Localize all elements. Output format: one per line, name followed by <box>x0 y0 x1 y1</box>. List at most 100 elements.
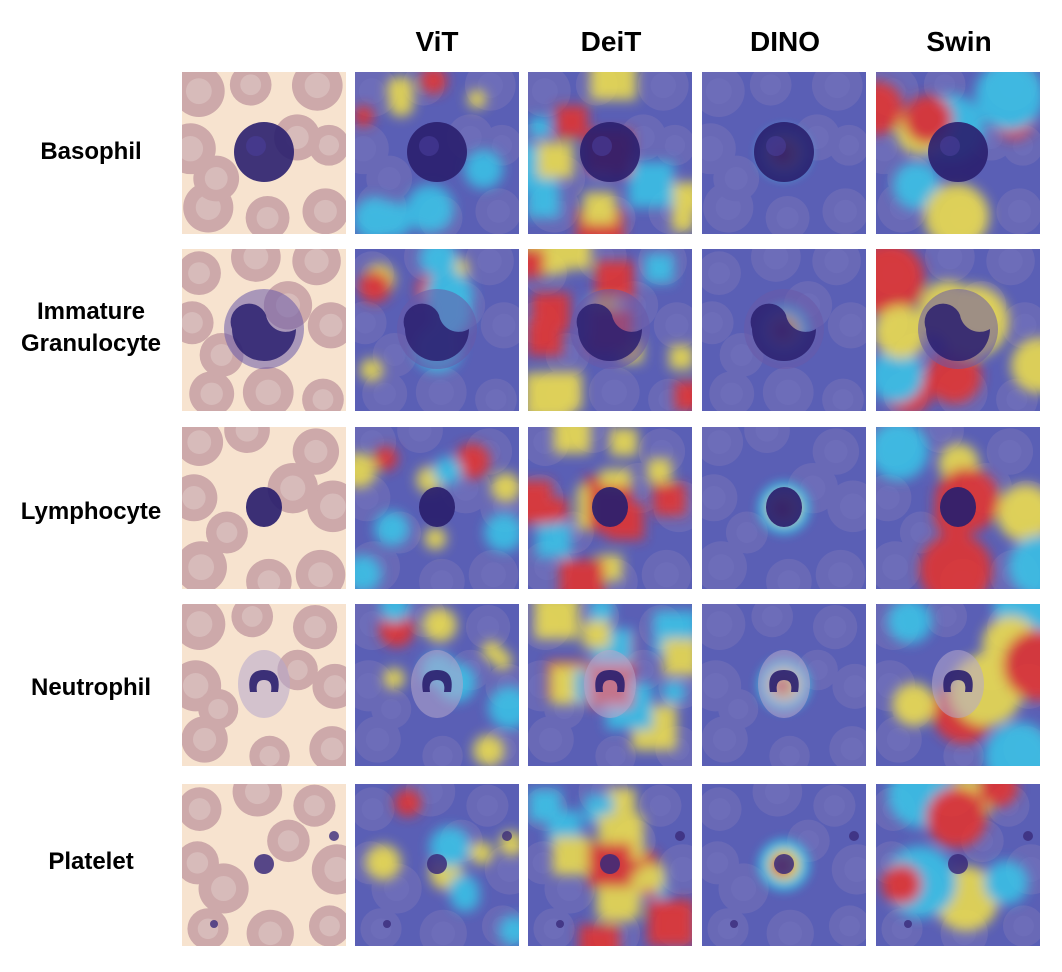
image-basophil-swin <box>876 72 1040 234</box>
row-label-immature-granulocyte: Immature Granulocyte <box>20 298 162 357</box>
nucleus-shape <box>249 670 279 692</box>
image-immature-granulocyte-original <box>182 249 346 411</box>
nucleus-shape <box>948 854 968 874</box>
cytoplasm-shape <box>758 650 810 718</box>
white-blood-cell <box>766 487 802 527</box>
attention-heatmap <box>355 427 519 589</box>
nucleus-shape <box>254 854 274 874</box>
image-neutrophil-swin <box>876 604 1040 766</box>
nucleus-shape <box>924 303 990 361</box>
white-blood-cell <box>918 289 998 369</box>
column-header-dino: DINO <box>750 26 820 57</box>
image-lymphocyte-swin <box>876 427 1040 589</box>
red-blood-cells <box>702 249 866 411</box>
nucleus-shape <box>246 487 282 527</box>
white-blood-cell <box>419 487 455 527</box>
nucleus-shape <box>422 670 452 692</box>
white-blood-cell <box>928 122 988 182</box>
image-basophil-original <box>182 72 346 234</box>
attention-heatmap <box>702 249 866 411</box>
nucleus-shape <box>766 487 802 527</box>
white-blood-cell <box>580 122 640 182</box>
cytoplasm-shape <box>584 650 636 718</box>
image-basophil-dino <box>702 72 866 234</box>
nucleus-shape <box>769 670 799 692</box>
heat-overlay <box>881 784 1029 932</box>
image-neutrophil-deit <box>528 604 692 766</box>
white-blood-cell <box>556 831 685 928</box>
image-platelet-vit <box>355 784 519 946</box>
heat-overlay <box>529 788 692 946</box>
nucleus-shape <box>774 854 794 874</box>
attention-heatmap <box>702 604 866 766</box>
nucleus-shape <box>427 854 447 874</box>
red-blood-cells <box>182 784 346 946</box>
white-blood-cell <box>397 289 477 369</box>
white-blood-cell <box>932 650 984 718</box>
red-blood-cells <box>702 427 866 589</box>
image-neutrophil-vit <box>355 604 519 766</box>
image-lymphocyte-original <box>182 427 346 589</box>
white-blood-cell <box>234 122 294 182</box>
nucleus-shape <box>600 854 620 874</box>
attention-heatmap <box>355 604 519 766</box>
nucleus-shape <box>943 670 973 692</box>
cytoplasm-shape <box>238 650 290 718</box>
image-lymphocyte-vit <box>355 427 519 589</box>
image-platelet-swin <box>876 784 1040 946</box>
white-blood-cell <box>754 122 814 182</box>
nucleus-shape <box>592 487 628 527</box>
cytoplasm-shape <box>932 650 984 718</box>
column-header-swin: Swin <box>926 26 992 57</box>
attention-heatmap <box>702 72 866 234</box>
row-label-neutrophil: Neutrophil <box>31 674 151 701</box>
image-immature-granulocyte-dino <box>702 249 866 411</box>
white-blood-cell <box>238 650 290 718</box>
white-blood-cell <box>570 289 650 369</box>
image-basophil-deit <box>528 72 692 234</box>
attention-heatmap <box>876 72 1040 234</box>
image-basophil-vit <box>355 72 519 234</box>
image-platelet-dino <box>702 784 866 946</box>
nucleus-shape <box>419 487 455 527</box>
red-blood-cells <box>182 604 346 766</box>
attention-heatmap <box>528 72 692 234</box>
row-label-basophil: Basophil <box>40 138 142 165</box>
white-blood-cell <box>224 289 304 369</box>
white-blood-cell <box>904 831 1033 928</box>
attention-heatmap <box>355 249 519 411</box>
attention-heatmap <box>876 604 1040 766</box>
row-label-platelet: Platelet <box>48 848 134 875</box>
microscopy-image <box>182 604 346 766</box>
microscopy-image <box>182 427 346 589</box>
microscopy-image <box>182 784 346 946</box>
white-blood-cell <box>407 122 467 182</box>
column-header-vit: ViT <box>415 26 459 57</box>
nucleus-shape <box>940 487 976 527</box>
attention-heatmap <box>528 249 692 411</box>
attention-heatmap <box>702 784 866 946</box>
white-blood-cell <box>584 650 636 718</box>
red-blood-cells <box>182 72 346 234</box>
attention-heatmap <box>528 784 692 946</box>
microscopy-image <box>182 249 346 411</box>
white-blood-cell <box>744 289 824 369</box>
attention-heatmap <box>876 249 1040 411</box>
image-platelet-original <box>182 784 346 946</box>
image-immature-granulocyte-vit <box>355 249 519 411</box>
image-immature-granulocyte-swin <box>876 249 1040 411</box>
attention-heatmap <box>355 784 519 946</box>
attention-heatmap <box>528 604 692 766</box>
red-blood-cells <box>702 784 866 946</box>
heat-overlay <box>355 443 519 589</box>
microscopy-image <box>182 72 346 234</box>
attention-heatmap <box>702 427 866 589</box>
nucleus-shape <box>576 303 642 361</box>
white-blood-cell <box>383 831 512 928</box>
nucleus-shape <box>750 303 816 361</box>
image-neutrophil-dino <box>702 604 866 766</box>
nucleus-shape <box>403 303 469 361</box>
image-platelet-deit <box>528 784 692 946</box>
attention-heatmap <box>876 427 1040 589</box>
white-blood-cell <box>210 831 339 928</box>
